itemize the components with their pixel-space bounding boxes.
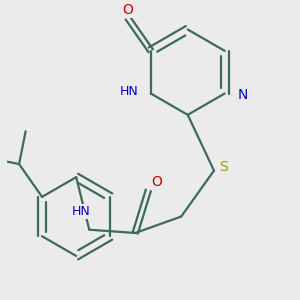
Text: N: N [238,88,248,102]
Text: O: O [151,175,162,189]
Text: HN: HN [120,85,139,98]
Text: S: S [220,160,228,174]
Text: HN: HN [72,205,91,218]
Text: O: O [122,3,133,17]
